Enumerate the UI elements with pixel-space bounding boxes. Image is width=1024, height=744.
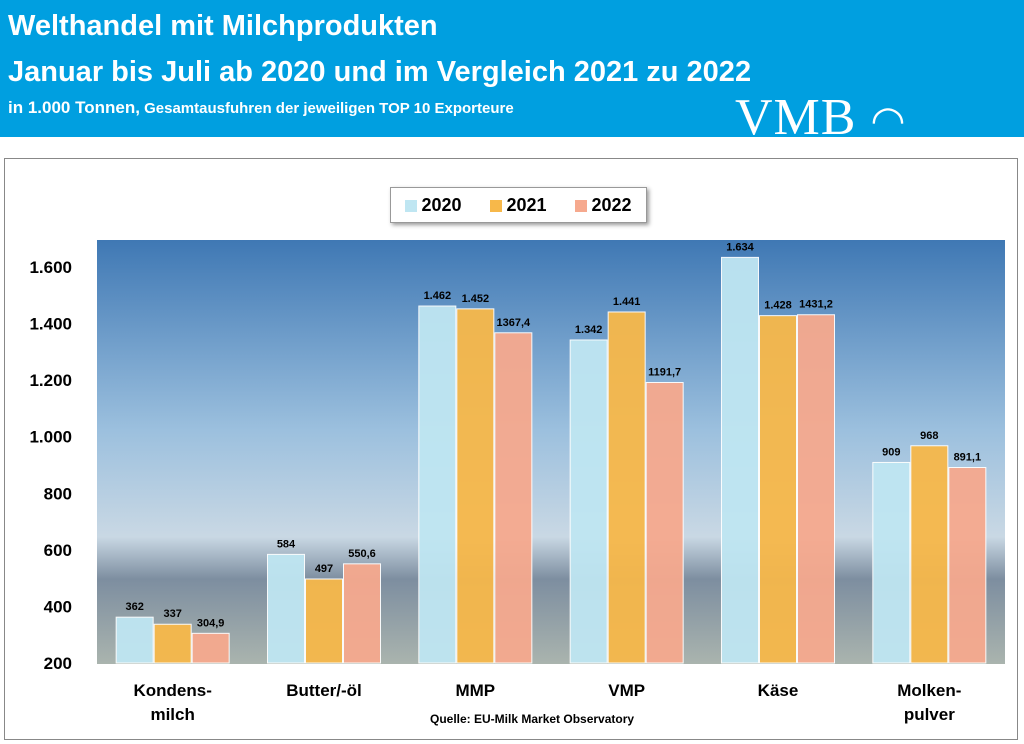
x-tick-label: Molken- — [897, 681, 961, 700]
y-tick-label: 1.400 — [29, 315, 72, 334]
x-tick-label: MMP — [455, 681, 495, 700]
legend-item-2021: 2021 — [490, 194, 547, 216]
note-text: Gesamtausfuhren der jeweiligen TOP 10 Ex… — [139, 100, 514, 117]
bar-2020 — [721, 256, 759, 664]
data-label: 968 — [920, 430, 938, 442]
data-label: 1.441 — [613, 296, 641, 308]
legend-label: 2021 — [506, 194, 547, 215]
data-label: 909 — [882, 446, 900, 458]
data-label: 1.462 — [424, 290, 452, 302]
bar-2021 — [607, 311, 646, 664]
x-tick-label: VMP — [608, 681, 645, 700]
legend-swatch — [490, 199, 503, 212]
y-tick-label: 1.000 — [29, 428, 72, 447]
data-label: 1.452 — [462, 293, 490, 305]
bar-2021 — [910, 445, 949, 664]
data-label: 584 — [277, 538, 296, 550]
bar-2020 — [115, 616, 154, 664]
data-label: 1431,2 — [799, 299, 833, 311]
y-tick-label: 400 — [44, 597, 72, 616]
data-label: 1191,7 — [648, 366, 681, 378]
bar-2022 — [494, 332, 533, 664]
y-tick-label: 1.200 — [29, 371, 72, 390]
data-label: 337 — [163, 608, 181, 620]
x-tick-label: Butter/-öl — [286, 681, 362, 700]
bar-2020 — [569, 339, 608, 664]
bar-2020 — [872, 461, 911, 664]
x-tick-label: Kondens- — [133, 681, 211, 700]
data-label: 1.342 — [575, 324, 603, 336]
bar-2021 — [153, 623, 192, 664]
source-note: Quelle: EU-Milk Market Observatory — [430, 712, 635, 726]
legend-swatch — [405, 199, 418, 212]
data-label: 1.428 — [764, 300, 792, 312]
y-tick-label: 800 — [44, 484, 72, 503]
data-label: 1367,4 — [497, 317, 532, 329]
bar-2021 — [456, 308, 495, 664]
bar-2022 — [797, 314, 835, 664]
cow-swoosh-icon: ◠ — [870, 98, 907, 143]
y-tick-label: 200 — [44, 654, 72, 673]
x-tick-label: Käse — [758, 681, 799, 700]
legend-label: 2022 — [591, 194, 632, 215]
chart-subtitle: Januar bis Juli ab 2020 und im Vergleich… — [8, 56, 752, 88]
bar-2022 — [343, 563, 381, 664]
bar-2021 — [305, 578, 343, 664]
x-tick-label: pulver — [904, 705, 955, 724]
vmb-logo: VMB ◠ — [735, 89, 907, 146]
plot-background — [97, 240, 1005, 664]
bar-2021 — [759, 315, 797, 664]
legend-item-2020: 2020 — [405, 194, 462, 216]
bar-2022 — [645, 381, 684, 664]
bar-2022 — [948, 467, 987, 664]
y-tick-label: 600 — [44, 541, 72, 560]
data-label: 891,1 — [954, 452, 982, 464]
bar-2022 — [191, 632, 230, 664]
data-label: 497 — [315, 563, 333, 575]
bar-2020 — [418, 305, 457, 664]
data-label: 362 — [125, 601, 143, 613]
data-label: 1.634 — [726, 241, 754, 253]
chart-title: Welthandel mit Milchprodukten — [8, 10, 438, 42]
data-label: 304,9 — [197, 617, 225, 629]
x-tick-label: milch — [150, 705, 194, 724]
unit-text: in 1.000 Tonnen, — [8, 98, 140, 117]
legend-item-2022: 2022 — [575, 194, 632, 216]
y-tick-label: 1.600 — [29, 258, 72, 277]
chart-frame — [4, 158, 1018, 740]
data-label: 550,6 — [348, 548, 376, 560]
legend-swatch — [575, 199, 588, 212]
bar-2020 — [267, 553, 305, 664]
unit-note: in 1.000 Tonnen, Gesamtausfuhren der jew… — [8, 98, 514, 118]
header: Welthandel mit Milchprodukten Januar bis… — [0, 0, 1024, 146]
legend-label: 2020 — [421, 194, 462, 215]
legend: 2020 2021 2022 — [390, 187, 647, 223]
